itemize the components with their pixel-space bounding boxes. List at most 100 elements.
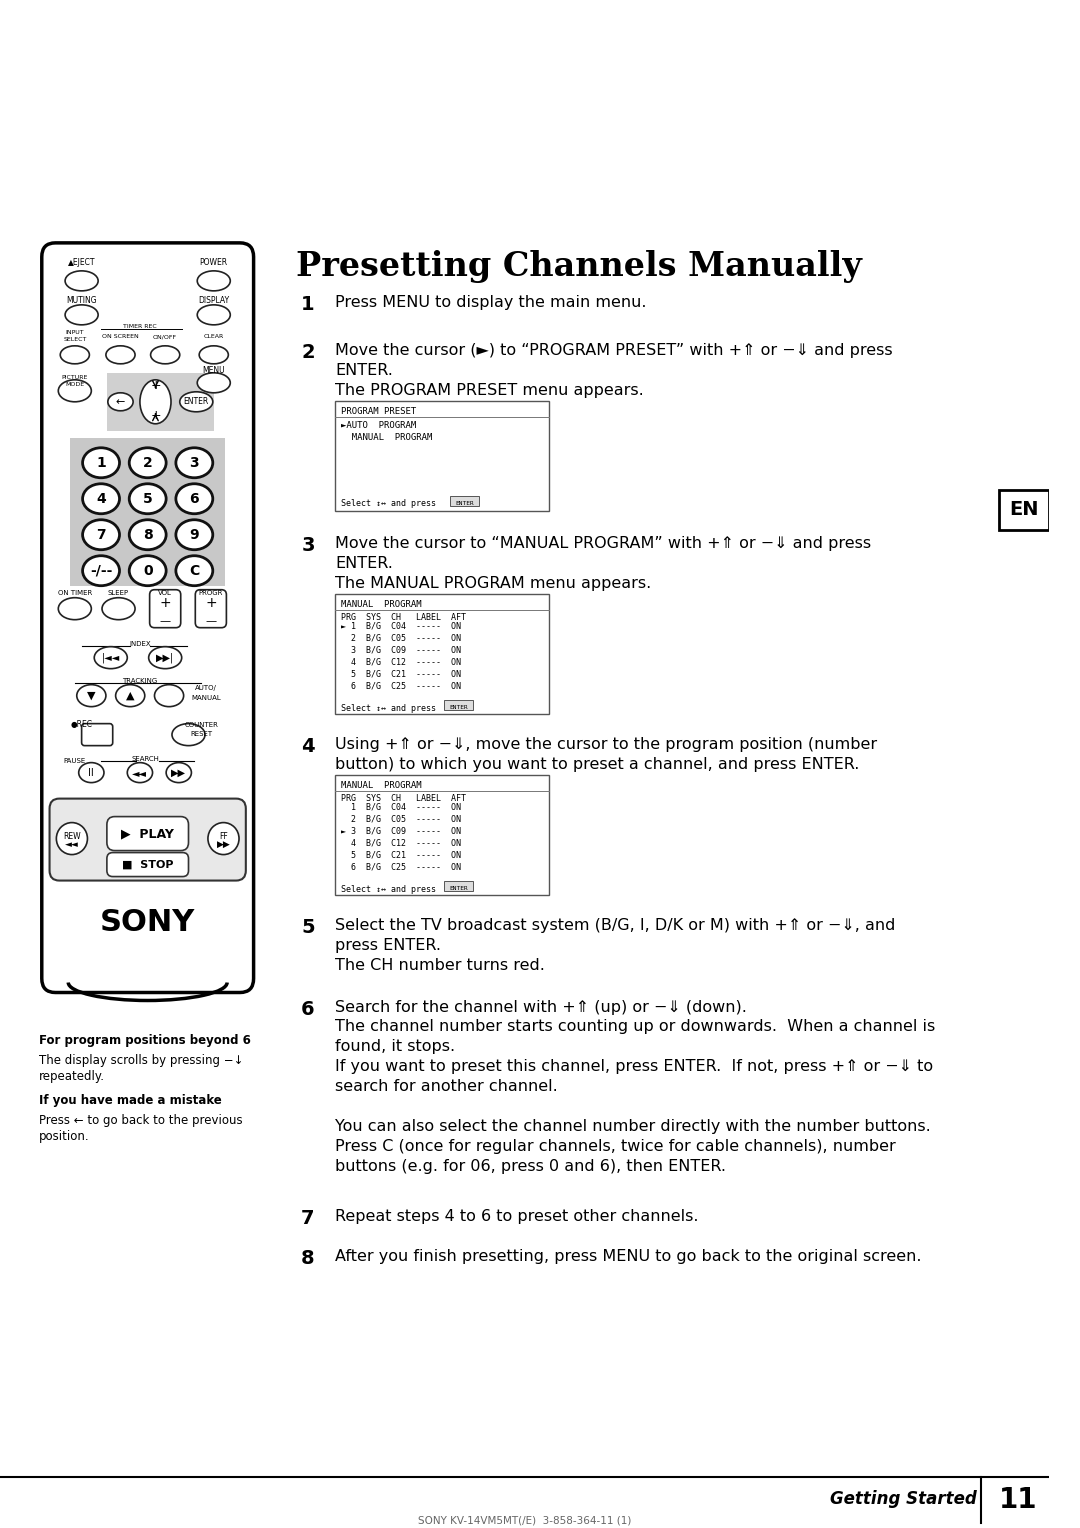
Text: 1  B/G  C04  -----  ON: 1 B/G C04 ----- ON	[341, 802, 461, 811]
Text: 3  B/G  C09  -----  ON: 3 B/G C09 ----- ON	[341, 646, 461, 654]
Text: ▲: ▲	[126, 691, 134, 701]
Text: Move the cursor to “MANUAL PROGRAM” with +⇑ or −⇓ and press: Move the cursor to “MANUAL PROGRAM” with…	[335, 536, 872, 550]
Text: If you have made a mistake: If you have made a mistake	[39, 1094, 221, 1108]
Ellipse shape	[130, 484, 166, 513]
Text: 5  B/G  C21  -----  ON: 5 B/G C21 ----- ON	[341, 851, 461, 860]
Ellipse shape	[172, 724, 205, 746]
Text: 5  B/G  C21  -----  ON: 5 B/G C21 ----- ON	[341, 669, 461, 678]
Text: 6  B/G  C25  -----  ON: 6 B/G C25 ----- ON	[341, 863, 461, 871]
Text: 1: 1	[96, 455, 106, 469]
Text: +: +	[150, 410, 161, 422]
Ellipse shape	[176, 484, 213, 513]
Text: 2: 2	[143, 455, 152, 469]
Text: buttons (e.g. for 06, press 0 and 6), then ENTER.: buttons (e.g. for 06, press 0 and 6), th…	[335, 1160, 726, 1175]
Ellipse shape	[127, 762, 152, 782]
Text: ►AUTO  PROGRAM: ►AUTO PROGRAM	[341, 420, 416, 429]
Text: TIMER REC: TIMER REC	[123, 324, 157, 330]
Text: ▶▶: ▶▶	[217, 840, 230, 850]
Ellipse shape	[79, 762, 104, 782]
Text: 4: 4	[96, 492, 106, 506]
Ellipse shape	[82, 556, 120, 585]
Ellipse shape	[65, 270, 98, 290]
Text: +: +	[150, 379, 161, 393]
FancyBboxPatch shape	[50, 799, 246, 880]
Text: ENTER: ENTER	[184, 397, 208, 406]
Text: 4  B/G  C12  -----  ON: 4 B/G C12 ----- ON	[341, 839, 461, 848]
Text: Select ↕↔ and press: Select ↕↔ and press	[341, 498, 441, 507]
FancyBboxPatch shape	[82, 724, 112, 746]
Text: 5: 5	[143, 492, 152, 506]
Ellipse shape	[130, 448, 166, 478]
Text: —: —	[160, 616, 171, 625]
Text: ENTER: ENTER	[449, 704, 468, 709]
Text: TRACKING: TRACKING	[122, 677, 158, 683]
Text: Repeat steps 4 to 6 to preset other channels.: Repeat steps 4 to 6 to preset other chan…	[335, 1209, 699, 1224]
Text: PRG  SYS  CH   LABEL  AFT: PRG SYS CH LABEL AFT	[341, 613, 467, 622]
Ellipse shape	[77, 685, 106, 706]
Bar	[335, 775, 549, 894]
Text: +: +	[205, 596, 217, 610]
Text: MANUAL  PROGRAM: MANUAL PROGRAM	[341, 781, 421, 790]
FancyBboxPatch shape	[70, 439, 226, 585]
FancyBboxPatch shape	[444, 700, 473, 709]
Text: COUNTER: COUNTER	[185, 721, 218, 727]
FancyBboxPatch shape	[450, 495, 480, 506]
Text: After you finish presetting, press MENU to go back to the original screen.: After you finish presetting, press MENU …	[335, 1250, 921, 1264]
Text: The CH number turns red.: The CH number turns red.	[335, 958, 545, 972]
Text: repeatedly.: repeatedly.	[39, 1071, 105, 1083]
Text: 0: 0	[143, 564, 152, 578]
Ellipse shape	[130, 556, 166, 585]
FancyBboxPatch shape	[444, 880, 473, 891]
FancyBboxPatch shape	[195, 590, 227, 628]
Text: MANUAL  PROGRAM: MANUAL PROGRAM	[341, 599, 421, 608]
Text: SONY: SONY	[100, 908, 195, 937]
Text: Select the TV broadcast system (B/G, I, D/K or M) with +⇑ or −⇓, and: Select the TV broadcast system (B/G, I, …	[335, 917, 895, 932]
FancyBboxPatch shape	[107, 853, 189, 877]
Text: ▲EJECT: ▲EJECT	[68, 258, 95, 267]
Text: ▼: ▼	[87, 691, 96, 701]
FancyBboxPatch shape	[107, 373, 214, 431]
FancyBboxPatch shape	[107, 816, 189, 851]
Ellipse shape	[150, 345, 179, 364]
Text: If you want to preset this channel, press ENTER.  If not, press +⇑ or −⇓ to: If you want to preset this channel, pres…	[335, 1059, 933, 1074]
Text: 11: 11	[999, 1487, 1038, 1514]
Text: Press MENU to display the main menu.: Press MENU to display the main menu.	[335, 295, 647, 310]
Text: PICTURE: PICTURE	[62, 376, 87, 380]
Text: 6  B/G  C25  -----  ON: 6 B/G C25 ----- ON	[341, 681, 461, 691]
Text: Press C (once for regular channels, twice for cable channels), number: Press C (once for regular channels, twic…	[335, 1140, 896, 1155]
Text: PRG  SYS  CH   LABEL  AFT: PRG SYS CH LABEL AFT	[341, 793, 467, 802]
Text: ◄◄: ◄◄	[65, 840, 79, 850]
Text: Presetting Channels Manually: Presetting Channels Manually	[296, 251, 862, 283]
Ellipse shape	[82, 448, 120, 478]
Ellipse shape	[65, 306, 98, 325]
FancyBboxPatch shape	[150, 590, 180, 628]
Text: Select ↕↔ and press: Select ↕↔ and press	[341, 704, 441, 712]
Ellipse shape	[176, 520, 213, 550]
Ellipse shape	[154, 685, 184, 706]
Text: 5: 5	[301, 917, 315, 937]
Text: AUTO/: AUTO/	[195, 685, 217, 691]
Text: INDEX: INDEX	[130, 640, 151, 646]
Text: ► 1  B/G  C04  -----  ON: ► 1 B/G C04 ----- ON	[341, 622, 461, 631]
Ellipse shape	[82, 484, 120, 513]
Text: ▶  PLAY: ▶ PLAY	[121, 827, 174, 840]
Text: For program positions beyond 6: For program positions beyond 6	[39, 1034, 251, 1048]
Text: The PROGRAM PRESET menu appears.: The PROGRAM PRESET menu appears.	[335, 384, 644, 397]
Text: II: II	[89, 767, 94, 778]
Text: The display scrolls by pressing −↓: The display scrolls by pressing −↓	[39, 1054, 243, 1068]
Text: ▶▶: ▶▶	[172, 767, 186, 778]
Text: FF: FF	[219, 833, 228, 840]
Ellipse shape	[82, 520, 120, 550]
Text: Getting Started: Getting Started	[829, 1490, 976, 1508]
Text: DISPLAY: DISPLAY	[199, 296, 229, 306]
Text: ENTER.: ENTER.	[335, 556, 393, 571]
Ellipse shape	[58, 380, 92, 402]
Ellipse shape	[198, 373, 230, 393]
Ellipse shape	[198, 306, 230, 325]
Text: ENTER: ENTER	[455, 501, 474, 506]
Text: 8: 8	[143, 527, 152, 542]
Ellipse shape	[176, 448, 213, 478]
Text: MENU: MENU	[202, 367, 225, 376]
Text: Search for the channel with +⇑ (up) or −⇓ (down).: Search for the channel with +⇑ (up) or −…	[335, 999, 747, 1015]
Text: 3: 3	[301, 536, 314, 555]
